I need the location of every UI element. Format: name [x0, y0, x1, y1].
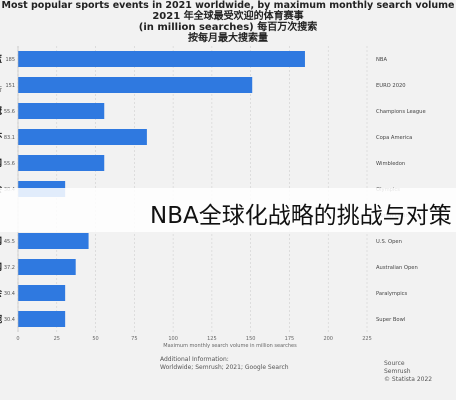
- value-label: 30.4: [4, 317, 15, 323]
- cn-annotation: 由疫情推迟2020举办至2021年进行: [0, 86, 2, 93]
- additional-info-title: Additional Information:: [160, 356, 229, 363]
- cn-annotation: 澳网: [0, 261, 2, 273]
- chart-unit: (in million searches) 每百万次搜索: [138, 22, 318, 33]
- cn-annotation: 残奥会: [0, 287, 3, 299]
- category-label: EURO 2020: [376, 83, 406, 89]
- category-label: Australian Open: [376, 265, 418, 271]
- additional-info: Additional Information: Worldwide; Semru…: [160, 356, 289, 372]
- additional-info-text: Worldwide; Semrush; 2021; Google Search: [160, 364, 289, 371]
- x-tick-label: 150: [246, 336, 256, 342]
- x-tick-label: 175: [285, 336, 295, 342]
- value-label: 37.2: [4, 265, 15, 271]
- x-axis-label: Maximum monthly search volume in million…: [163, 343, 297, 349]
- bar: [18, 311, 66, 327]
- x-tick-label: 200: [323, 336, 333, 342]
- source-title: Source: [384, 360, 405, 367]
- value-label: 45.5: [4, 239, 15, 245]
- x-tick-label: 100: [168, 336, 178, 342]
- category-label: Wimbledon: [376, 161, 405, 167]
- value-label: 55.6: [4, 161, 15, 167]
- value-label: 55.6: [4, 109, 15, 115]
- value-label: 30.4: [4, 291, 15, 297]
- bar: [18, 285, 66, 301]
- x-tick-label: 25: [54, 336, 60, 342]
- bar: [18, 233, 89, 249]
- chart-header: Most popular sports events in 2021 world…: [0, 0, 456, 62]
- overlay-banner: [0, 188, 456, 232]
- bar: [18, 103, 105, 119]
- bar: [18, 155, 105, 171]
- cn-annotation: 美网: [0, 235, 2, 247]
- value-label: 83.1: [4, 135, 15, 141]
- cn-annotation: 欧洲杯2020（原Euro2020）: [0, 79, 2, 86]
- category-label: Champions League: [376, 109, 426, 115]
- cn-annotation: 温网: [0, 157, 2, 169]
- source-copyright: © Statista 2022: [384, 376, 433, 383]
- source-name: Semrush: [384, 368, 411, 375]
- category-label: Paralympics: [376, 291, 408, 297]
- cn-annotation: 欧冠: [0, 105, 2, 117]
- bar: [18, 51, 305, 67]
- chart-title-en: Most popular sports events in 2021 world…: [1, 0, 455, 11]
- x-tick-label: 75: [131, 336, 137, 342]
- x-tick-label: 0: [16, 336, 19, 342]
- category-label: Copa America: [376, 135, 412, 141]
- bar: [18, 259, 76, 275]
- category-label: U.S. Open: [376, 239, 402, 245]
- x-tick-label: 225: [362, 336, 372, 342]
- bar: [18, 77, 253, 93]
- bar: [18, 129, 147, 145]
- x-tick-label: 50: [92, 336, 98, 342]
- cn-annotation: 超级碗: [0, 313, 2, 325]
- category-label: Super Bowl: [376, 317, 405, 323]
- value-label: 151: [5, 83, 15, 89]
- chart-title-cn: 2021 年全球最受欢迎的体育赛事: [152, 11, 304, 22]
- chart-subtitle-cn: 按每月最大搜索量: [188, 33, 268, 44]
- cn-annotation: 美职篮: [0, 53, 2, 65]
- cn-annotation: 美洲杯: [0, 131, 3, 143]
- source-info: Source Semrush © Statista 2022: [384, 360, 432, 384]
- value-label: 185: [5, 57, 15, 63]
- overlay-title: NBA全球化战略的挑战与对策: [150, 203, 452, 229]
- category-label: NBA: [376, 57, 387, 63]
- x-tick-label: 125: [207, 336, 217, 342]
